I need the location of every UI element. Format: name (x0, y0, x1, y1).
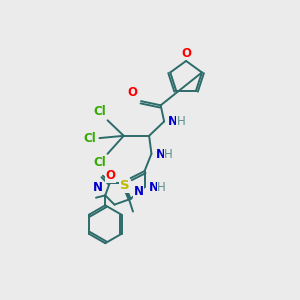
Text: Cl: Cl (93, 156, 106, 169)
Text: O: O (106, 169, 116, 182)
Text: H: H (157, 181, 166, 194)
Text: S: S (120, 179, 130, 192)
Text: O: O (181, 47, 191, 60)
Text: N: N (156, 148, 166, 161)
Text: N: N (134, 185, 143, 198)
Text: Cl: Cl (83, 132, 96, 145)
Text: N: N (149, 181, 159, 194)
Text: O: O (128, 86, 138, 99)
Text: H: H (164, 148, 173, 161)
Text: N: N (92, 181, 103, 194)
Text: H: H (177, 115, 186, 128)
Text: Cl: Cl (93, 106, 106, 118)
Text: N: N (168, 115, 178, 128)
